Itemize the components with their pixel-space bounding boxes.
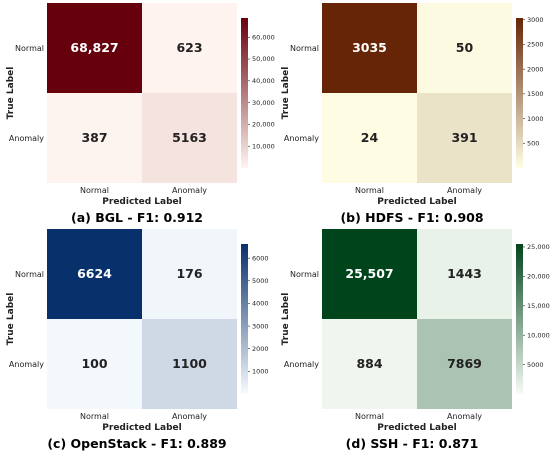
colorbar-tick-label: 2000 [527, 65, 544, 73]
cell-value-label: 7869 [447, 356, 482, 371]
heatmap-cell [47, 229, 142, 319]
x-tick-label: Anomaly [172, 186, 207, 195]
heatmap-cell [47, 319, 142, 409]
cell-value-label: 6624 [77, 266, 112, 281]
colorbar-tick-label: 6000 [252, 254, 269, 262]
heatmap-cell [142, 319, 237, 409]
colorbar-tick-label: 5000 [252, 277, 269, 285]
confusion-matrix-panel-bgl: 68,827 623 387 5163 Normal Anomaly Normal Anoma… [0, 0, 275, 226]
colorbar-tick-label: 1000 [527, 115, 544, 123]
heatmap-cell [47, 93, 142, 183]
cell-value-label: 5163 [172, 130, 207, 145]
heatmap-cell [142, 93, 237, 183]
x-axis-title: Predicted Label [377, 197, 456, 207]
confusion-matrix-panel-ssh: 25,507 1443 884 7869 Normal Anomaly Normal Anom… [275, 226, 550, 452]
colorbar-tick-label: 50,000 [252, 55, 275, 63]
colorbar-tick-label: 30,000 [252, 99, 275, 107]
heatmap-cell [142, 229, 237, 319]
x-tick-label: Normal [355, 186, 384, 195]
cell-value-label: 50 [456, 40, 474, 55]
x-tick-label: Anomaly [447, 412, 482, 421]
heatmap-openstack: 6624 176 100 1100 Normal Anomaly Normal Anomaly… [6, 229, 269, 451]
heatmap-cell [417, 93, 512, 183]
colorbar-tick-label: 40,000 [252, 77, 275, 85]
y-tick-label: Anomaly [9, 134, 44, 143]
cell-value-label: 1100 [172, 356, 207, 371]
cell-value-label: 68,827 [70, 40, 118, 55]
colorbar [241, 244, 248, 394]
heatmap-bgl: 68,827 623 387 5163 Normal Anomaly Normal Anoma… [6, 3, 275, 225]
y-tick-label: Anomaly [9, 360, 44, 369]
colorbar-tick-label: 3000 [252, 322, 269, 330]
cell-value-label: 176 [176, 266, 202, 281]
cell-value-label: 391 [451, 130, 477, 145]
cell-value-label: 1443 [447, 266, 482, 281]
cell-value-label: 3035 [352, 40, 387, 55]
heatmap-cell [142, 3, 237, 93]
y-tick-label: Normal [15, 44, 44, 53]
cell-value-label: 884 [356, 356, 382, 371]
y-tick-label: Normal [290, 44, 319, 53]
colorbar-tick-label: 3000 [527, 16, 544, 24]
colorbar-tick-label: 20,000 [252, 121, 275, 129]
heatmap-cell [322, 93, 417, 183]
colorbar [241, 18, 248, 168]
x-tick-label: Anomaly [172, 412, 207, 421]
heatmap-cell [417, 229, 512, 319]
x-axis-title: Predicted Label [102, 197, 181, 207]
heatmap-ssh: 25,507 1443 884 7869 Normal Anomaly Normal Anom… [281, 229, 550, 451]
x-tick-label: Normal [80, 186, 109, 195]
chart-caption: (a) BGL - F1: 0.912 [71, 210, 203, 225]
cell-value-label: 387 [81, 130, 107, 145]
heatmap-cell [417, 3, 512, 93]
colorbar [516, 18, 523, 168]
colorbar-tick-label: 4000 [252, 300, 269, 308]
y-tick-label: Anomaly [284, 134, 319, 143]
x-tick-label: Normal [80, 412, 109, 421]
chart-caption: (d) SSH - F1: 0.871 [346, 436, 479, 451]
colorbar-tick-label: 2500 [527, 41, 544, 49]
heatmap-cell [417, 319, 512, 409]
colorbar [516, 244, 523, 394]
heatmap-hdfs: 3035 50 24 391 Normal Anomaly Normal Anomaly Pre… [281, 3, 544, 225]
confusion-matrix-panel-hdfs: 3035 50 24 391 Normal Anomaly Normal Anomaly Pre… [275, 0, 550, 226]
heatmap-cell [322, 229, 417, 319]
cell-value-label: 100 [81, 356, 107, 371]
colorbar-tick-label: 15,000 [527, 302, 550, 310]
colorbar-tick-label: 2000 [252, 345, 269, 353]
x-tick-label: Normal [355, 412, 384, 421]
y-axis-title: True Label [281, 67, 291, 120]
y-tick-label: Anomaly [284, 360, 319, 369]
colorbar-tick-label: 10,000 [252, 142, 275, 150]
colorbar-tick-label: 1000 [252, 368, 269, 376]
heatmap-cell [322, 319, 417, 409]
x-tick-label: Anomaly [447, 186, 482, 195]
cell-value-label: 24 [361, 130, 379, 145]
colorbar-tick-label: 20,000 [527, 273, 550, 281]
colorbar-tick-label: 500 [527, 139, 539, 147]
y-tick-label: Normal [290, 270, 319, 279]
cell-value-label: 623 [176, 40, 202, 55]
colorbar-tick-label: 5000 [527, 361, 544, 369]
chart-caption: (c) OpenStack - F1: 0.889 [47, 436, 226, 451]
y-tick-label: Normal [15, 270, 44, 279]
confusion-matrix-panel-openstack: 6624 176 100 1100 Normal Anomaly Normal Anomaly… [0, 226, 275, 452]
colorbar-tick-label: 25,000 [527, 243, 550, 251]
heatmap-cell [322, 3, 417, 93]
y-axis-title: True Label [281, 293, 291, 346]
colorbar-tick-label: 1500 [527, 90, 544, 98]
colorbar-tick-label: 60,000 [252, 33, 275, 41]
cell-value-label: 25,507 [345, 266, 393, 281]
y-axis-title: True Label [6, 67, 16, 120]
x-axis-title: Predicted Label [102, 423, 181, 433]
x-axis-title: Predicted Label [377, 423, 456, 433]
heatmap-cell [47, 3, 142, 93]
chart-caption: (b) HDFS - F1: 0.908 [340, 210, 483, 225]
y-axis-title: True Label [6, 293, 16, 346]
colorbar-tick-label: 10,000 [527, 331, 550, 339]
